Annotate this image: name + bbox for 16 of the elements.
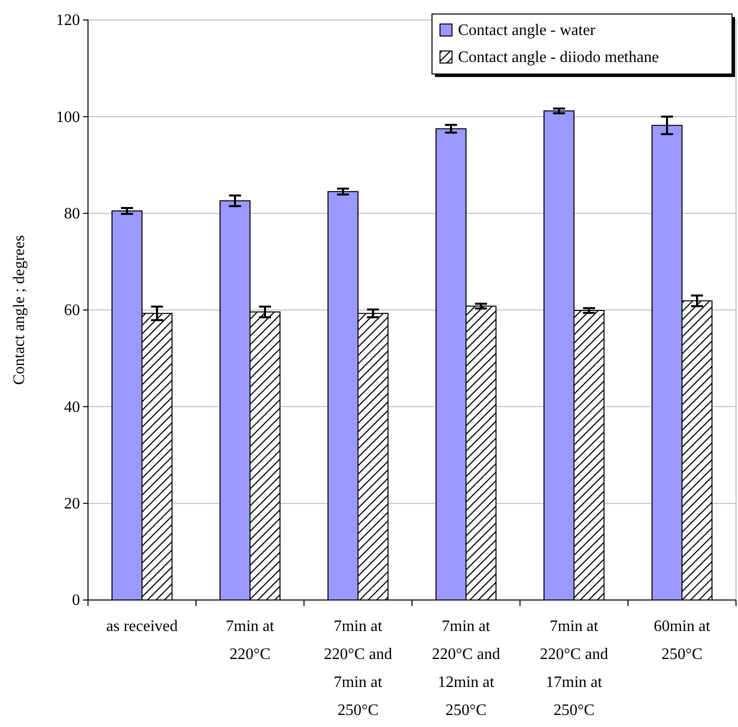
y-tick-label: 20 (64, 495, 80, 512)
x-tick-label: 60min at 250°C (654, 618, 711, 663)
y-axis-title: Contact angle ; degrees (11, 235, 28, 385)
y-tick-label: 60 (64, 302, 80, 320)
y-tick-label: 100 (56, 108, 80, 126)
y-tick-label: 80 (64, 205, 80, 222)
x-tick-label: 7min at 220°C and 7min at 250°C (324, 618, 392, 719)
y-tick-label: 40 (64, 398, 80, 416)
y-tick-label: 120 (56, 12, 80, 30)
legend-label: Contact angle - diiodo methane (458, 49, 659, 66)
x-tick-label: 7min at 220°C and 17min at 250°C (540, 618, 608, 719)
x-tick-label: 7min at 220°C and 12min at 250°C (432, 618, 500, 719)
x-tick-label: 7min at 220°C (226, 618, 275, 663)
x-tick-label: as received (106, 618, 178, 635)
legend-label: Contact angle - water (458, 22, 596, 39)
y-tick-label: 0 (72, 592, 80, 610)
